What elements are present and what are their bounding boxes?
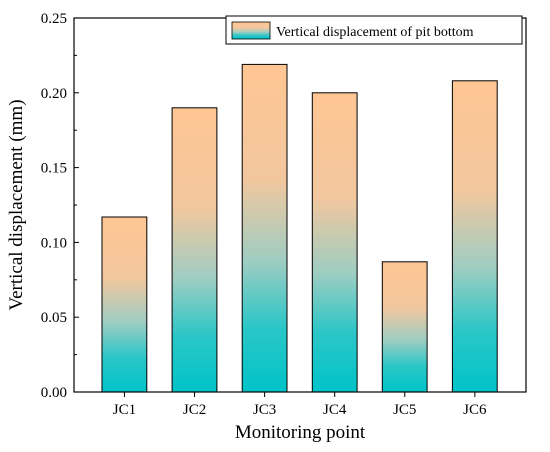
y-tick-label: 0.10 bbox=[41, 235, 67, 251]
y-tick-label: 0.25 bbox=[41, 11, 67, 27]
bar-jc3 bbox=[241, 63, 288, 393]
bar-jc5 bbox=[381, 261, 428, 393]
bar-jc1 bbox=[101, 216, 148, 393]
legend-label: Vertical displacement of pit bottom bbox=[276, 25, 474, 40]
legend: Vertical displacement of pit bottom bbox=[225, 15, 523, 45]
x-tick-label: JC3 bbox=[253, 402, 276, 418]
x-tick-label: JC5 bbox=[393, 402, 416, 418]
bar-jc4 bbox=[311, 92, 358, 393]
x-tick-label: JC2 bbox=[183, 402, 206, 418]
x-axis: JC1 JC2 JC3 JC4 JC5 JC6 bbox=[113, 392, 487, 418]
y-axis-label: Vertical displacement (mm) bbox=[6, 99, 27, 310]
x-tick-label: JC4 bbox=[323, 402, 347, 418]
y-tick-label: 0.20 bbox=[41, 86, 67, 102]
y-axis: 0.00 0.05 0.10 0.15 0.20 0.25 bbox=[41, 11, 79, 401]
x-axis-label: Monitoring point bbox=[235, 422, 366, 443]
y-tick-label: 0.00 bbox=[41, 385, 67, 401]
bar-jc2 bbox=[171, 107, 218, 393]
legend-box bbox=[225, 15, 523, 45]
x-tick-label: JC1 bbox=[113, 402, 136, 418]
y-tick-label: 0.05 bbox=[41, 310, 67, 326]
x-tick-label: JC6 bbox=[463, 402, 487, 418]
y-tick-label: 0.15 bbox=[41, 161, 67, 177]
bars-group bbox=[101, 63, 498, 393]
legend-swatch bbox=[231, 21, 271, 40]
bar-jc6 bbox=[451, 80, 498, 393]
